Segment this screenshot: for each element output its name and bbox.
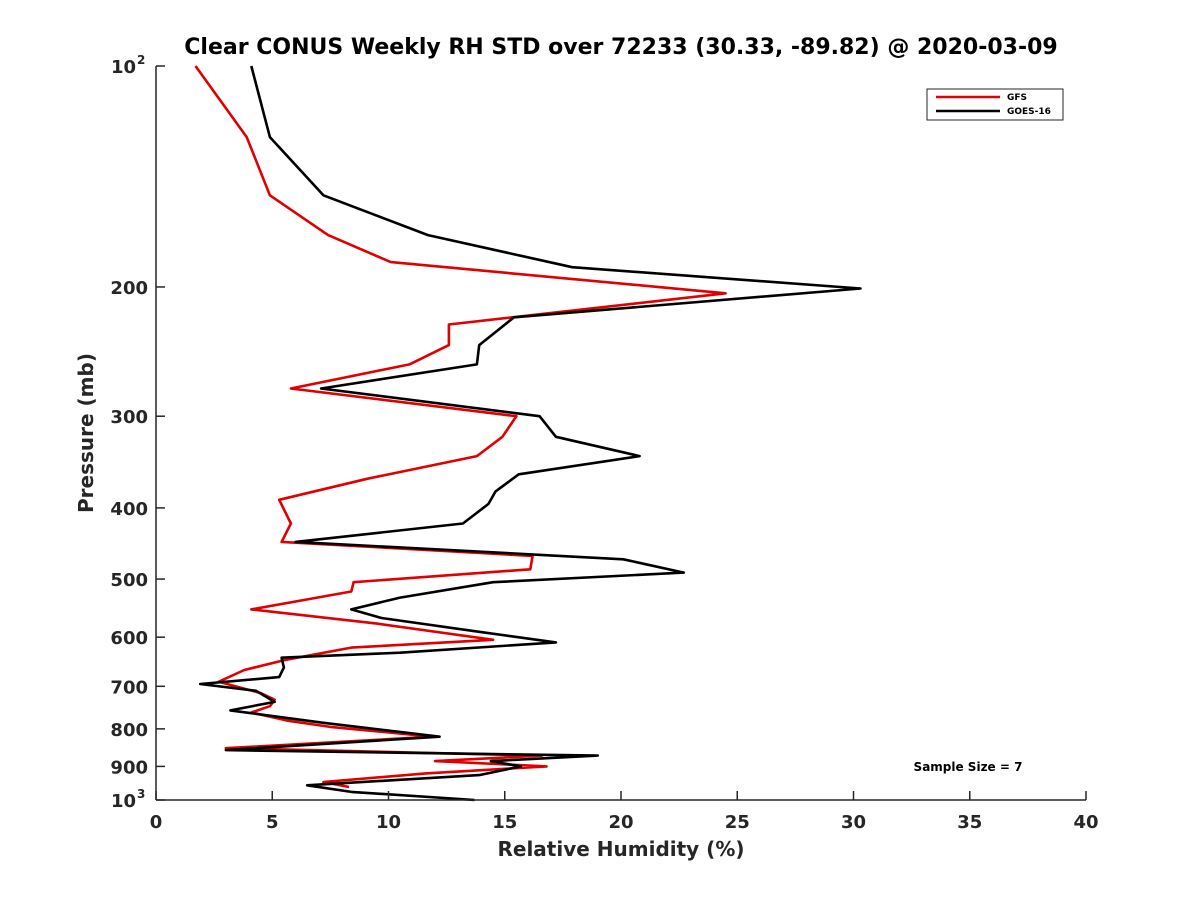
series-layer (194, 65, 862, 802)
x-tick-label: 15 (492, 812, 517, 833)
y-tick-label-base: 10 (111, 57, 136, 78)
y-tick-label: 600 (110, 628, 148, 649)
x-tick-label: 30 (841, 812, 866, 833)
x-tick-label: 10 (376, 812, 401, 833)
y-axis-label: Pressure (mb) (74, 353, 98, 513)
y-tick-label: 700 (110, 677, 148, 698)
sample-size-annotation: Sample Size = 7 (914, 760, 1023, 774)
y-tick-label-base: 10 (111, 791, 136, 812)
x-tick-label: 35 (957, 812, 982, 833)
legend-label-gfs: GFS (1007, 93, 1027, 103)
x-tick-label: 5 (266, 812, 279, 833)
y-tick-label-exponent: 3 (137, 787, 145, 801)
legend: GFS GOES-16 (926, 88, 1064, 121)
y-tick-label: 200 (110, 278, 148, 299)
chart-title: Clear CONUS Weekly RH STD over 72233 (30… (184, 35, 1057, 60)
legend-box (926, 88, 1064, 121)
x-tick-label: 0 (150, 812, 163, 833)
x-tick-label: 20 (608, 812, 633, 833)
legend-label-goes16: GOES-16 (1007, 107, 1051, 117)
plot-area (156, 66, 1086, 800)
x-ticks: 0 5 10 15 20 25 30 35 40 (150, 791, 1099, 833)
y-tick-label: 300 (110, 407, 148, 428)
x-tick-label: 40 (1073, 812, 1098, 833)
x-tick-label: 25 (725, 812, 750, 833)
y-tick-label: 800 (110, 720, 148, 741)
x-axis-label: Relative Humidity (%) (497, 837, 744, 861)
y-tick-label: 400 (110, 499, 148, 520)
y-tick-label-exponent: 2 (137, 53, 145, 67)
y-tick-label: 500 (110, 570, 148, 591)
y-tick-label: 900 (110, 757, 148, 778)
series-line-goes16 (198, 65, 862, 802)
